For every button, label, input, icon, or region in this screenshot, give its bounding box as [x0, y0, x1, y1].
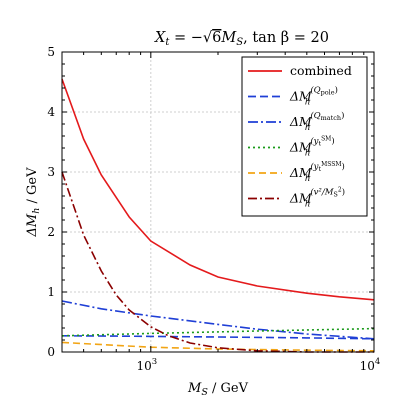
y-tick-label: 2	[47, 225, 55, 239]
y-tick-label: 0	[47, 345, 55, 359]
legend-label-4: ΔMh(ytMSSM)	[289, 161, 345, 184]
legend-label-5: ΔMh(v²/MS2)	[289, 187, 345, 210]
ticks: 0 1 2 3 4 5 103 104	[47, 45, 380, 373]
x-tick-label: 103	[136, 357, 157, 373]
series-line-5	[61, 171, 374, 353]
legend-label-2: ΔMh(Qmatch)	[289, 110, 344, 133]
series-line-2	[61, 300, 375, 340]
x-tick-label: 104	[360, 357, 381, 373]
series-layer	[61, 78, 375, 353]
series-line-3	[61, 327, 375, 337]
y-tick-label: 5	[47, 45, 55, 59]
series-line-0	[61, 78, 375, 301]
legend-label-0: combined	[290, 63, 352, 78]
y-axis-title: ΔMh / GeV	[25, 167, 42, 238]
chart-title: Xt = −√6MS, tan β = 20	[154, 30, 329, 48]
y-tick-label: 1	[47, 285, 55, 299]
y-tick-label: 3	[47, 165, 55, 179]
legend: combinedΔMh(Qpole)ΔMh(Qmatch)ΔMh(ytSM)ΔM…	[241, 56, 368, 217]
x-axis-title: MS / GeV	[187, 381, 249, 398]
legend-box	[241, 56, 368, 217]
series-line-4	[61, 341, 375, 352]
legend-label-3: ΔMh(ytSM)	[289, 136, 335, 159]
series-line-1	[61, 335, 375, 340]
legend-label-1: ΔMh(Qpole)	[289, 85, 338, 108]
y-tick-label: 4	[47, 105, 55, 119]
